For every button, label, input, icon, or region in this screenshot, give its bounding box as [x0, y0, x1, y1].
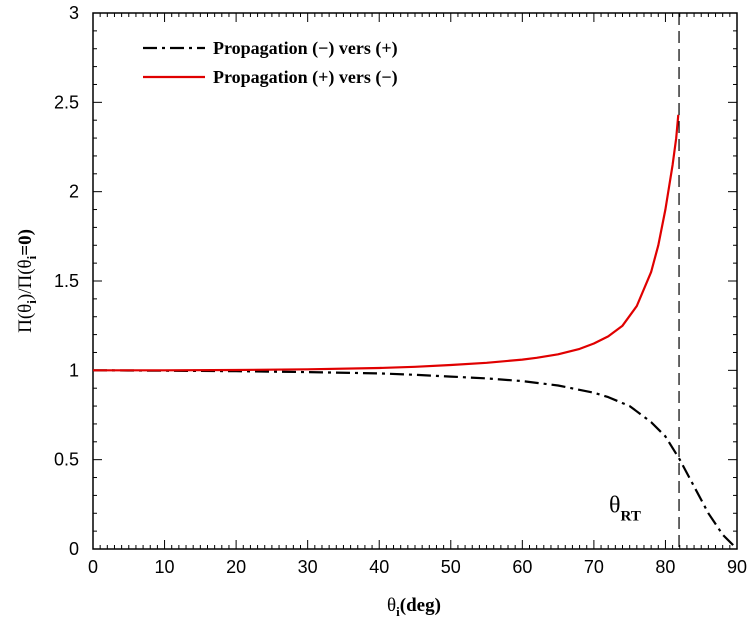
x-tick-label: 60: [512, 557, 532, 577]
legend-label-series-2: Propagation (+) vers (−): [213, 67, 398, 88]
y-axis-label-sub-1: i: [24, 300, 39, 304]
x-tick-label: 40: [369, 557, 389, 577]
y-axis-label-part-1: Π(θ: [15, 304, 36, 333]
x-tick-label: 30: [298, 557, 318, 577]
x-tick-label: 50: [441, 557, 461, 577]
y-tick-label: 2.5: [54, 92, 79, 112]
x-axis-label-unit: (deg): [400, 595, 441, 616]
x-axis-label-symbol: θ: [387, 595, 396, 616]
y-tick-label: 0: [69, 539, 79, 559]
y-tick-label: 1: [69, 360, 79, 380]
y-tick-label: 1.5: [54, 271, 79, 291]
legend-label-series-1: Propagation (−) vers (+): [213, 38, 398, 59]
y-tick-labels: 0 0.5 1 1.5 2 2.5 3: [54, 3, 79, 559]
x-tick-label: 90: [727, 557, 747, 577]
y-axis-label-part-3: =0): [15, 229, 36, 256]
x-tick-label: 20: [226, 557, 246, 577]
x-tick-label: 0: [88, 557, 98, 577]
x-axis-label: θi(deg): [387, 595, 441, 619]
y-tick-label: 3: [69, 3, 79, 23]
tick-marks: [92, 12, 738, 550]
critical-angle-annotation: θRT: [609, 492, 641, 524]
y-axis-label-part-2: )/Π(θ: [15, 259, 36, 300]
annotation-subscript: RT: [621, 508, 641, 524]
series-layer: [92, 114, 738, 550]
y-tick-label: 2: [69, 182, 79, 202]
legend: Propagation (−) vers (+) Propagation (+)…: [143, 38, 398, 88]
y-tick-label: 0.5: [54, 450, 79, 470]
x-tick-label: 80: [655, 557, 675, 577]
annotation-symbol: θ: [609, 492, 621, 518]
y-axis-label-sub-2: i: [24, 255, 39, 259]
x-axis-label-subscript: i: [396, 604, 400, 619]
x-tick-label: 70: [584, 557, 604, 577]
x-tick-label: 10: [155, 557, 175, 577]
plot-frame: [92, 12, 738, 550]
y-axis-label: Π(θi)/Π(θi=0): [15, 229, 39, 333]
series-line-2: [93, 114, 680, 372]
x-tick-labels: 0 10 20 30 40 50 60 70 80 90: [88, 557, 747, 577]
series-line-1: [92, 369, 738, 550]
